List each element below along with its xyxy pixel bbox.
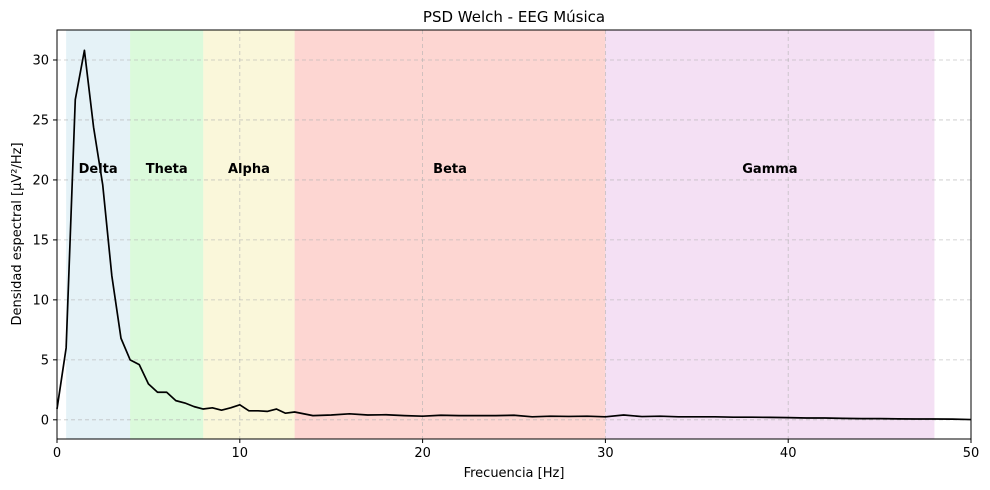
y-tick-label: 10 [32, 293, 49, 308]
y-tick-label: 0 [41, 413, 49, 428]
y-tick-label: 20 [32, 173, 49, 188]
band-label-delta: Delta [79, 162, 118, 177]
x-tick-label: 20 [414, 446, 431, 461]
y-tick-label: 25 [32, 113, 49, 128]
band-label-alpha: Alpha [228, 162, 270, 177]
band-delta [66, 30, 131, 439]
x-axis-label: Frecuencia [Hz] [464, 466, 565, 481]
x-tick-label: 30 [597, 446, 614, 461]
x-tick-label: 10 [232, 446, 249, 461]
grid-lines [57, 30, 971, 439]
band-theta [130, 30, 204, 439]
band-label-theta: Theta [146, 162, 188, 177]
x-axis-ticks: 0 10 20 30 40 50 [53, 439, 979, 461]
chart-title: PSD Welch - EEG Música [423, 8, 605, 26]
y-tick-label: 30 [32, 53, 49, 68]
series-group [56, 49, 972, 421]
psd-line-series-0 [56, 49, 972, 421]
band-beta [294, 30, 606, 439]
band-gamma [605, 30, 935, 439]
plot-frame [56, 29, 972, 440]
band-labels: Delta Theta Alpha Beta Gamma [79, 162, 798, 177]
y-tick-label: 15 [32, 233, 49, 248]
band-label-gamma: Gamma [742, 162, 797, 177]
x-tick-label: 50 [963, 446, 980, 461]
band-alpha [203, 30, 295, 439]
x-tick-label: 40 [780, 446, 797, 461]
y-axis-label: Densidad espectral [µV²/Hz] [10, 142, 25, 325]
band-label-beta: Beta [433, 162, 467, 177]
y-tick-label: 5 [41, 353, 49, 368]
frequency-bands [66, 30, 935, 439]
x-tick-label: 0 [53, 446, 61, 461]
y-axis-ticks: 0 5 10 15 20 25 30 [32, 53, 57, 428]
